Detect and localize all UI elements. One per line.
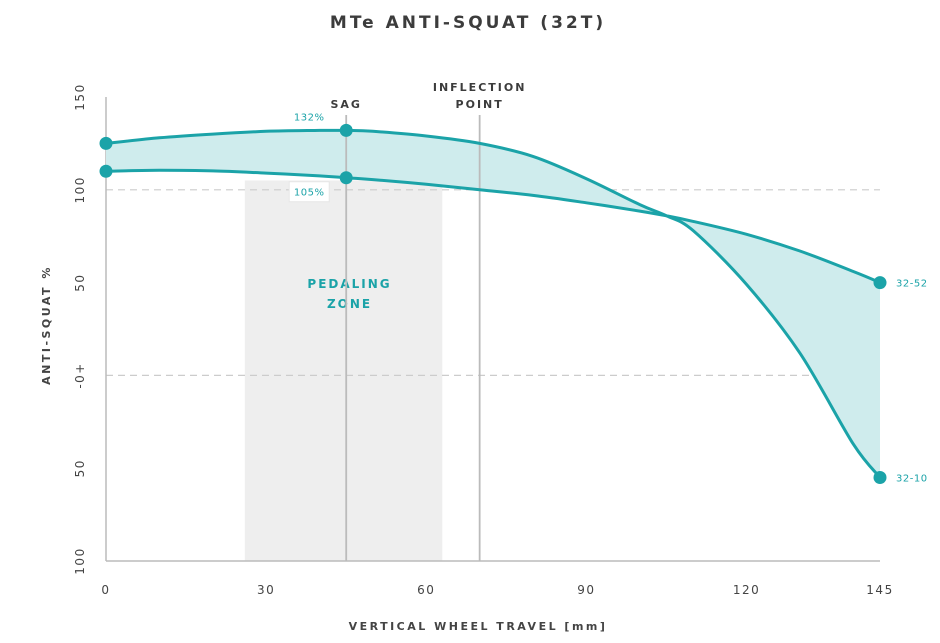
x-axis-title: VERTICAL WHEEL TRAVEL [mm] xyxy=(349,620,608,633)
vertical-marker-label: INFLECTION xyxy=(433,81,527,94)
zone-label-line: PEDALING xyxy=(307,277,391,291)
vertical-marker-label: POINT xyxy=(456,98,504,111)
data-point xyxy=(873,276,887,290)
series-end-label: 32-52 xyxy=(896,279,928,290)
x-tick-label: 145 xyxy=(866,583,893,597)
data-point xyxy=(99,136,113,150)
x-tick-label: 60 xyxy=(417,583,435,597)
y-axis-title: ANTI-SQUAT % xyxy=(40,265,53,385)
series-end-label: 32-10 xyxy=(896,473,928,484)
data-point xyxy=(873,470,887,484)
y-tick-label: -0+ xyxy=(73,362,87,389)
series-line xyxy=(104,168,882,285)
y-tick-label: 150 xyxy=(73,83,87,110)
data-point xyxy=(99,164,113,178)
y-tick-label: 50 xyxy=(73,459,87,477)
series-line xyxy=(104,128,882,479)
x-tick-label: 30 xyxy=(257,583,275,597)
pedaling-zone xyxy=(244,180,443,561)
zone-label-line: ZONE xyxy=(327,297,372,311)
x-tick-label: 120 xyxy=(733,583,760,597)
plot-area: PEDALING ZONE 150 100 50 -0+ 50 100 0 30 60 90 120 14… xyxy=(73,81,928,597)
value-label: 105% xyxy=(294,188,325,199)
y-tick-label: 100 xyxy=(73,176,87,203)
chart-title: MTe ANTI-SQUAT (32T) xyxy=(330,13,606,33)
x-tick-label: 90 xyxy=(577,583,595,597)
series-band-fill xyxy=(106,130,880,478)
value-label-box xyxy=(288,181,330,203)
data-point xyxy=(339,123,353,137)
data-point xyxy=(339,171,353,185)
x-tick-label: 0 xyxy=(101,583,110,597)
vertical-marker-label: SAG xyxy=(330,98,361,111)
y-tick-label: 100 xyxy=(73,547,87,574)
value-label: 132% xyxy=(294,112,325,123)
y-tick-label: 50 xyxy=(73,273,87,291)
